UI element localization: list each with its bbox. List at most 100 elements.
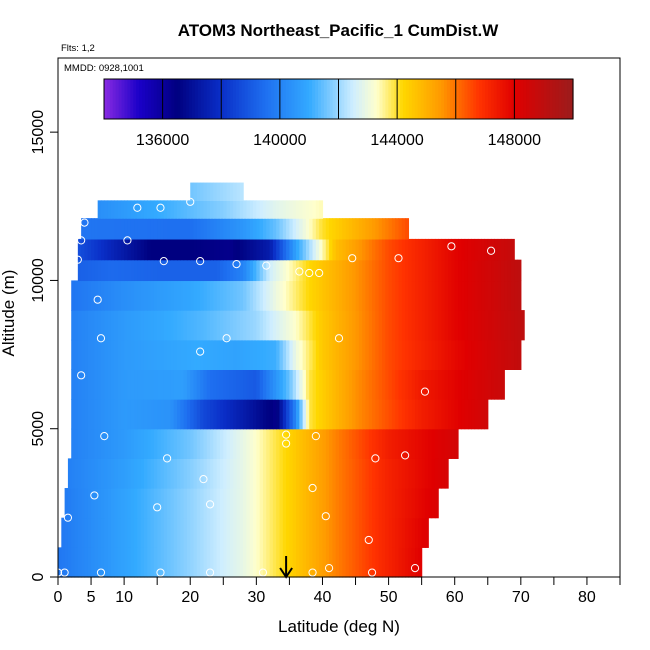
heatmap-cell — [315, 238, 320, 261]
data-point — [93, 295, 102, 304]
heatmap-cell — [365, 517, 370, 548]
data-point — [410, 564, 420, 573]
heatmap-cell — [180, 428, 185, 459]
heatmap-cell — [348, 259, 353, 282]
heatmap-cell — [282, 310, 287, 341]
heatmap-cell — [94, 238, 99, 261]
heatmap-cell — [381, 310, 386, 341]
heatmap-cell — [296, 310, 300, 341]
heatmap-cell — [458, 399, 462, 430]
heatmap-cell — [114, 218, 119, 240]
heatmap-cell — [286, 218, 291, 240]
heatmap-cell — [352, 369, 357, 400]
heatmap-cell — [216, 238, 221, 261]
heatmap-cell — [226, 458, 231, 489]
heatmap-cell — [269, 200, 274, 219]
heatmap-cell — [411, 547, 416, 578]
heatmap-cell — [276, 259, 281, 282]
colorbar-swatch — [153, 79, 158, 119]
heatmap-cell — [107, 399, 112, 430]
heatmap-cell — [259, 517, 264, 548]
heatmap-cell — [375, 280, 380, 311]
heatmap-cell — [190, 547, 195, 578]
data-point — [315, 268, 324, 278]
heatmap-cell — [193, 517, 198, 548]
heatmap-cell — [216, 458, 221, 489]
heatmap-cell — [127, 369, 132, 400]
heatmap-cell — [477, 238, 482, 261]
heatmap-cell — [319, 218, 324, 240]
heatmap-cell — [444, 458, 449, 489]
heatmap-cell — [180, 458, 185, 489]
heatmap-cell — [239, 218, 244, 240]
heatmap-cell — [147, 259, 152, 282]
heatmap-cell — [173, 238, 178, 261]
heatmap-cell — [236, 369, 241, 400]
heatmap-cell — [110, 399, 115, 430]
heatmap-cell — [256, 369, 261, 400]
heatmap-cell — [137, 238, 142, 261]
heatmap-cell — [127, 428, 132, 459]
heatmap-cell — [381, 339, 386, 370]
heatmap-cell — [348, 428, 353, 459]
chart-title: ATOM3 Northeast_Pacific_1 CumDist.W — [178, 21, 500, 40]
heatmap-cell — [256, 547, 261, 578]
heatmap-cell — [319, 280, 324, 311]
heatmap-cell — [71, 280, 76, 311]
heatmap-cell — [77, 517, 82, 548]
heatmap-cell — [299, 369, 304, 400]
heatmap-cell — [448, 339, 452, 370]
heatmap-cell — [186, 547, 191, 578]
x-tick-label: 60 — [446, 589, 464, 606]
heatmap-cell — [388, 238, 393, 261]
heatmap-cell — [477, 339, 482, 370]
heatmap-cell — [196, 200, 201, 219]
heatmap-cell — [256, 238, 261, 261]
heatmap-cell — [372, 310, 376, 341]
colorbar-swatch — [227, 79, 231, 119]
colorbar-swatch — [505, 79, 510, 119]
heatmap-cell — [335, 259, 340, 282]
heatmap-cell — [448, 259, 452, 282]
heatmap-cell — [302, 310, 307, 341]
heatmap-cell — [219, 280, 224, 311]
data-point — [420, 387, 430, 396]
heatmap-cell — [120, 547, 125, 578]
heatmap-cell — [71, 339, 76, 370]
heatmap-cell — [481, 310, 486, 341]
heatmap-cell — [160, 218, 165, 240]
heatmap-cell — [193, 200, 198, 219]
heatmap-cell — [246, 280, 251, 311]
heatmap-cell — [339, 369, 343, 400]
heatmap-cell — [378, 369, 383, 400]
heatmap-cell — [322, 369, 327, 400]
heatmap-cell — [335, 339, 340, 370]
heatmap-cell — [190, 238, 195, 261]
heatmap-cell — [163, 238, 168, 261]
heatmap-cell — [100, 547, 105, 578]
heatmap-cell — [84, 547, 89, 578]
heatmap-cell — [71, 369, 76, 400]
heatmap-cell — [206, 488, 211, 519]
heatmap-cell — [391, 218, 396, 240]
heatmap-cell — [71, 428, 76, 459]
heatmap-cell — [193, 280, 198, 311]
heatmap-cell — [325, 428, 330, 459]
heatmap-cell — [130, 399, 135, 430]
heatmap-cell — [276, 458, 281, 489]
heatmap-cell — [395, 458, 400, 489]
heatmap-cell — [368, 218, 373, 240]
heatmap-cell — [388, 259, 393, 282]
heatmap-cell — [302, 339, 307, 370]
heatmap-cell — [87, 547, 92, 578]
heatmap-cell — [183, 339, 188, 370]
heatmap-cell — [464, 259, 469, 282]
heatmap-cell — [246, 488, 251, 519]
heatmap-cell — [365, 310, 370, 341]
heatmap-cell — [223, 238, 228, 261]
heatmap-cell — [441, 458, 446, 489]
heatmap-cell — [329, 369, 333, 400]
y-axis-label: Altitude (m) — [0, 270, 18, 357]
heatmap-cell — [309, 200, 314, 219]
heatmap-cell — [388, 369, 393, 400]
